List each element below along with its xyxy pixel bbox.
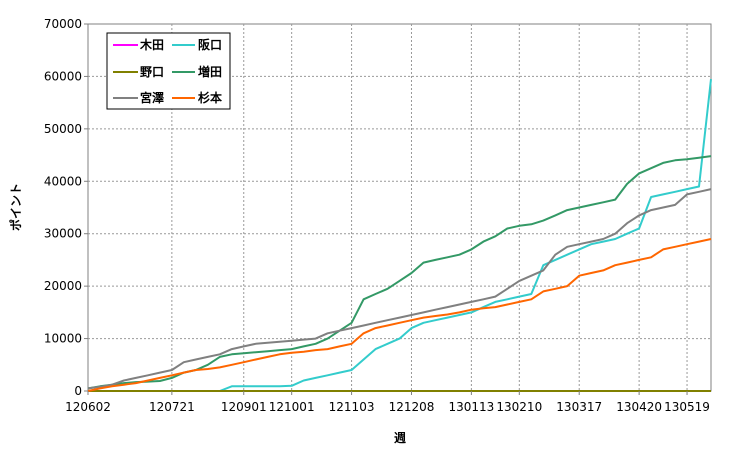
grid [88, 24, 711, 391]
x-tick-label: 121001 [269, 400, 315, 414]
x-tick-label: 130519 [664, 400, 710, 414]
x-tick-label: 121103 [329, 400, 375, 414]
y-tick-label: 0 [74, 384, 82, 398]
x-tick-label: 121208 [389, 400, 435, 414]
legend-label: 阪口 [198, 38, 222, 52]
legend-item: 杉本 [172, 90, 222, 105]
legend-label: 杉本 [198, 90, 222, 105]
series-line [87, 238, 712, 392]
legend-label: 宮澤 [140, 90, 164, 105]
legend-item: 宮澤 [113, 90, 164, 105]
x-tick-label: 130210 [496, 400, 542, 414]
legend-label: 野口 [140, 65, 164, 79]
x-tick-label: 120901 [221, 400, 267, 414]
x-tick-label: 130317 [556, 400, 602, 414]
legend-item: 木田 [113, 37, 164, 52]
legend-label: 増田 [198, 64, 222, 79]
y-tick-label: 30000 [44, 227, 82, 241]
y-tick-label: 10000 [44, 332, 82, 346]
y-tick-label: 40000 [44, 174, 82, 188]
legend-item: 増田 [172, 64, 222, 79]
x-axis: 120602 120721 120901 121001 121103 121208 1301… [65, 391, 710, 414]
x-tick-label: 120721 [149, 400, 195, 414]
legend: 木田 阪口 野口 増田 宮澤 杉本 [106, 32, 231, 110]
y-tick-label: 50000 [44, 122, 82, 136]
x-tick-label: 130420 [616, 400, 662, 414]
series-line [87, 188, 712, 390]
legend-item: 阪口 [172, 38, 222, 52]
y-axis: 0 10000 20000 30000 40000 50000 60000 70000 [44, 17, 88, 398]
y-tick-label: 70000 [44, 17, 82, 31]
y-tick-label: 60000 [44, 69, 82, 83]
y-tick-label: 20000 [44, 279, 82, 293]
x-axis-title: 週 [394, 430, 406, 445]
y-axis-title: ポイント [8, 183, 23, 231]
legend-item: 野口 [113, 65, 164, 79]
x-tick-label: 130113 [448, 400, 494, 414]
legend-label: 木田 [139, 37, 164, 52]
x-tick-label: 120602 [65, 400, 111, 414]
series-lines [87, 78, 712, 392]
